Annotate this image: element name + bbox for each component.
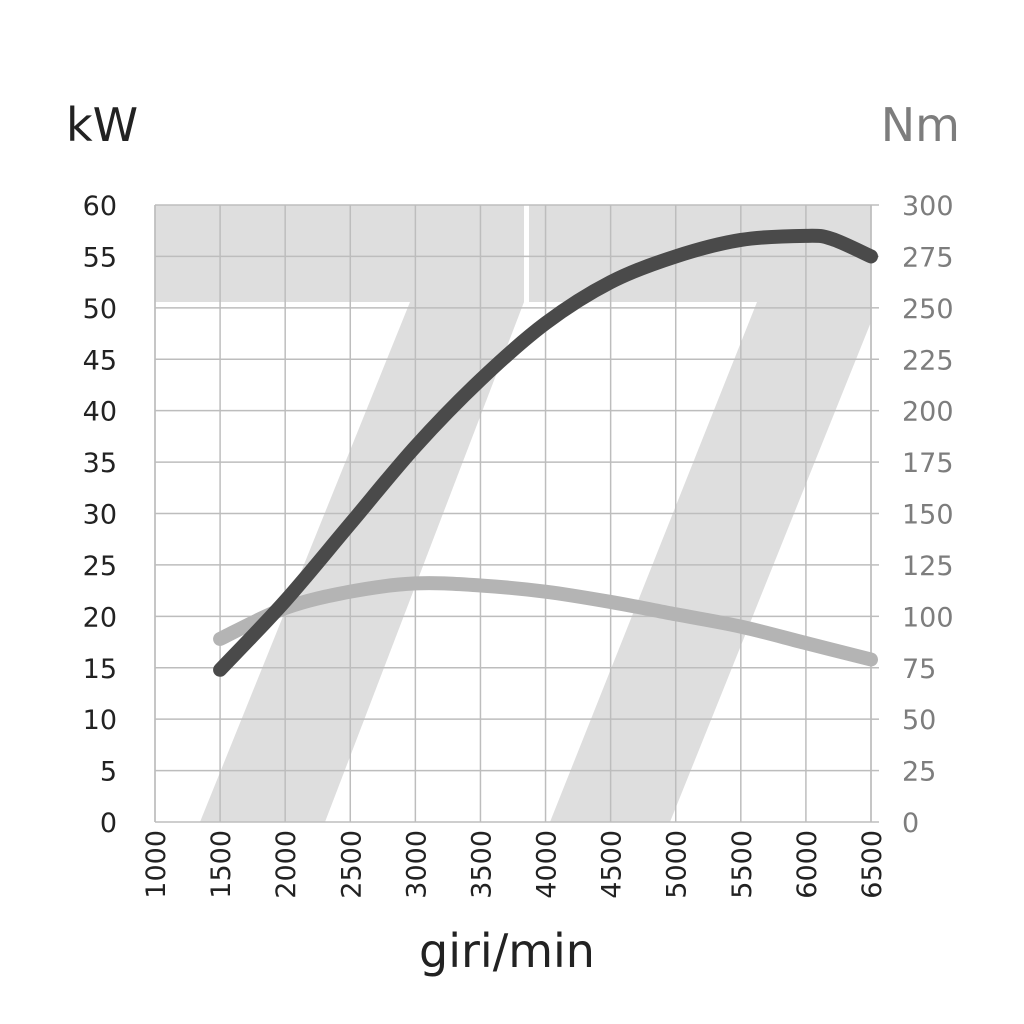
x-tick-label-4500: 4500 [597,830,628,899]
left-tick-label-25: 25 [83,551,117,582]
left-tick-label-20: 20 [83,602,117,633]
right-tick-label-225: 225 [902,345,954,376]
axes-text: kW Nm giri/min 1000 1500 2000 2500 3000 3500 4… [66,98,960,978]
background-watermark [155,205,871,822]
right-tick-label-250: 250 [902,294,954,325]
right-tick-label-200: 200 [902,397,954,428]
x-tick-label-5000: 5000 [662,830,693,899]
x-tick-label-1000: 1000 [141,830,172,899]
right-tick-label-175: 175 [902,448,954,479]
watermark-gap [524,205,529,302]
x-tick-label-3500: 3500 [466,830,497,899]
watermark-right-stroke [550,302,871,822]
x-tick-label-2000: 2000 [271,830,302,899]
grid [154,204,879,823]
left-tick-label-5: 5 [100,757,117,788]
left-tick-label-35: 35 [83,448,117,479]
left-axis-unit: kW [66,98,138,152]
x-axis-label: giri/min [419,924,595,978]
left-tick-label-40: 40 [83,397,117,428]
right-tick-label-300: 300 [902,191,954,222]
left-tick-label-30: 30 [83,500,117,531]
x-tick-label-1500: 1500 [206,830,237,899]
x-tick-label-6000: 6000 [792,830,823,899]
left-tick-label-0: 0 [100,808,117,839]
right-tick-label-50: 50 [902,705,936,736]
power-curve [213,228,878,677]
right-tick-label-100: 100 [902,602,954,633]
right-tick-label-275: 275 [902,242,954,273]
right-tick-label-0: 0 [902,808,919,839]
left-tick-label-55: 55 [83,242,117,273]
right-tick-label-75: 75 [902,654,936,685]
left-tick-label-10: 10 [83,705,117,736]
x-tick-label-4000: 4000 [532,830,563,899]
x-tick-label-6500: 6500 [857,830,888,899]
watermark-left-stroke [200,302,524,822]
series-layer [213,228,878,677]
x-tick-label-3000: 3000 [401,830,432,899]
torque-curve [213,576,878,667]
right-tick-label-150: 150 [902,500,954,531]
x-tick-label-5500: 5500 [727,830,758,899]
right-tick-label-25: 25 [902,757,936,788]
left-tick-label-15: 15 [83,654,117,685]
left-tick-label-60: 60 [83,191,117,222]
right-axis-unit: Nm [881,98,960,152]
right-tick-label-125: 125 [902,551,954,582]
watermark-top-band [155,205,871,302]
left-tick-label-45: 45 [83,345,117,376]
x-tick-label-2500: 2500 [336,830,367,899]
left-tick-label-50: 50 [83,294,117,325]
